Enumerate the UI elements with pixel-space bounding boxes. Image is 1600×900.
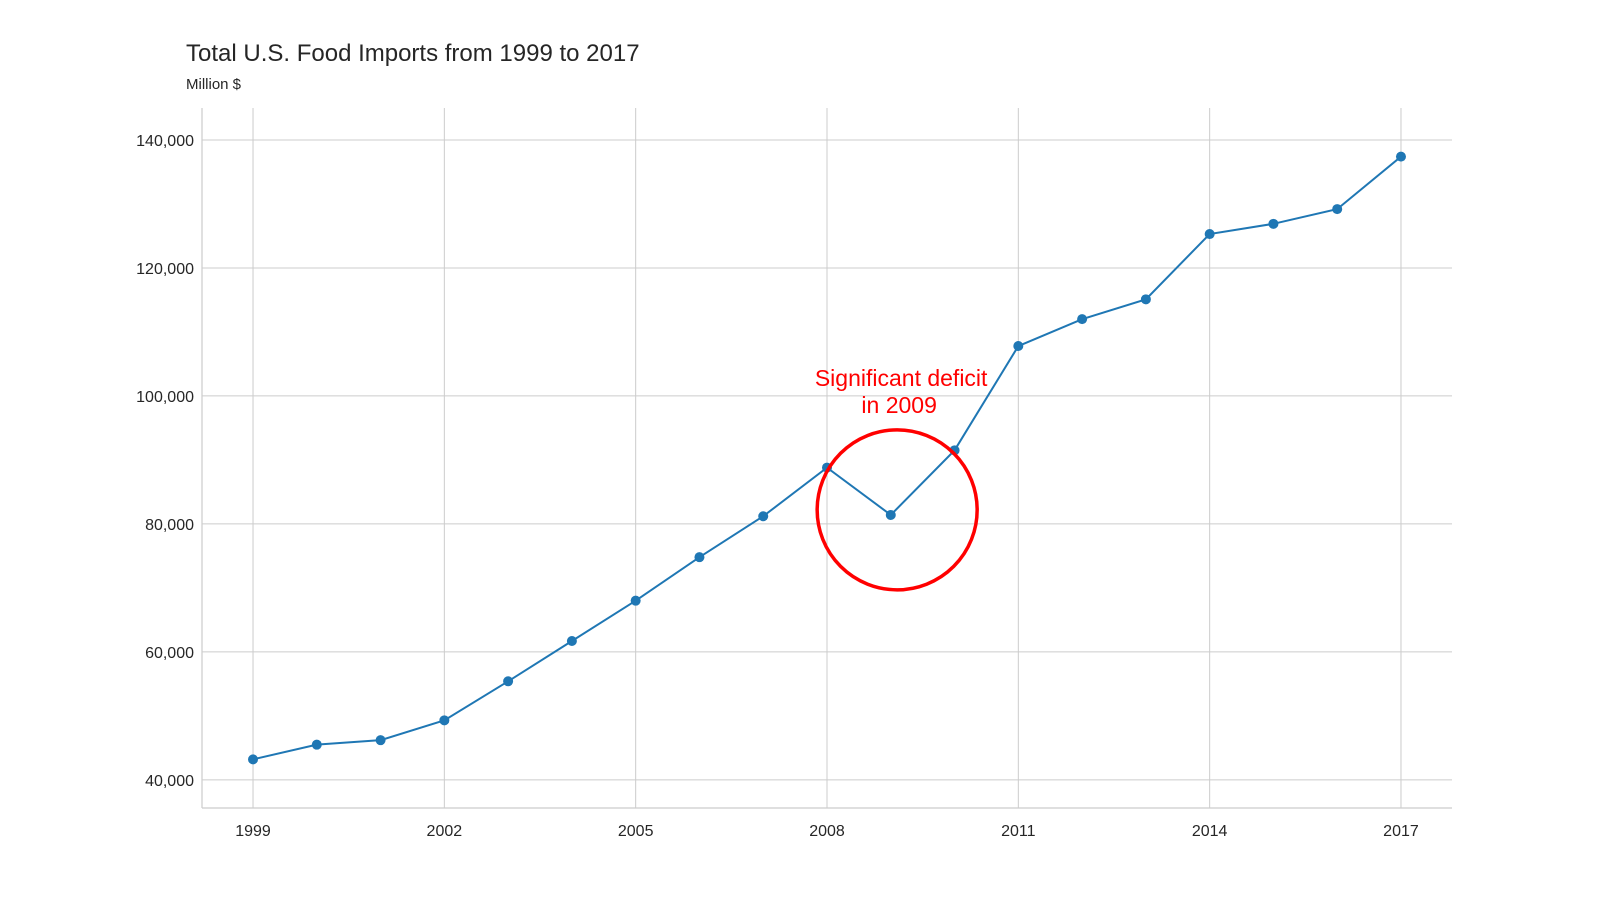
data-point xyxy=(503,676,514,687)
annotation-text-line-1: Significant deficit xyxy=(815,365,988,391)
y-tick-label: 60,000 xyxy=(145,645,194,662)
data-point xyxy=(439,715,450,726)
y-tick-label: 120,000 xyxy=(136,261,194,278)
data-point xyxy=(1395,151,1406,162)
grid-layer xyxy=(202,108,1452,808)
data-point xyxy=(758,511,769,522)
tick-labels: 1999 2002 2005 2008 2011 2014 2017 40,000 60,000… xyxy=(136,133,1419,840)
data-point xyxy=(1013,341,1024,352)
x-tick-label: 2017 xyxy=(1383,823,1419,840)
data-point xyxy=(375,735,386,746)
data-point xyxy=(1268,218,1279,229)
data-point xyxy=(566,635,577,646)
annotation-circle xyxy=(815,428,979,592)
y-tick-label: 80,000 xyxy=(145,517,194,534)
data-point xyxy=(1140,294,1151,305)
x-tick-label: 2002 xyxy=(427,823,463,840)
chart-subtitle: Million $ xyxy=(186,76,242,93)
annotation-text-line-2: in 2009 xyxy=(861,392,936,418)
x-tick-label: 2011 xyxy=(1001,823,1036,840)
data-point xyxy=(248,754,259,765)
data-point xyxy=(1332,204,1343,215)
data-point xyxy=(1204,229,1215,240)
y-tick-label: 140,000 xyxy=(136,133,194,150)
chart-title: Total U.S. Food Imports from 1999 to 201… xyxy=(186,40,640,67)
data-point xyxy=(630,595,641,606)
data-point xyxy=(694,552,705,563)
x-tick-label: 1999 xyxy=(235,823,271,840)
axes-layer xyxy=(201,108,1452,809)
data-point xyxy=(885,509,896,520)
data-point xyxy=(1077,314,1088,325)
data-point xyxy=(311,739,322,750)
y-tick-label: 100,000 xyxy=(136,389,194,406)
y-tick-label: 40,000 xyxy=(145,773,194,790)
x-tick-label: 2008 xyxy=(809,823,845,840)
series-layer xyxy=(248,151,1406,765)
x-tick-label: 2014 xyxy=(1192,823,1228,840)
x-tick-label: 2005 xyxy=(618,823,654,840)
